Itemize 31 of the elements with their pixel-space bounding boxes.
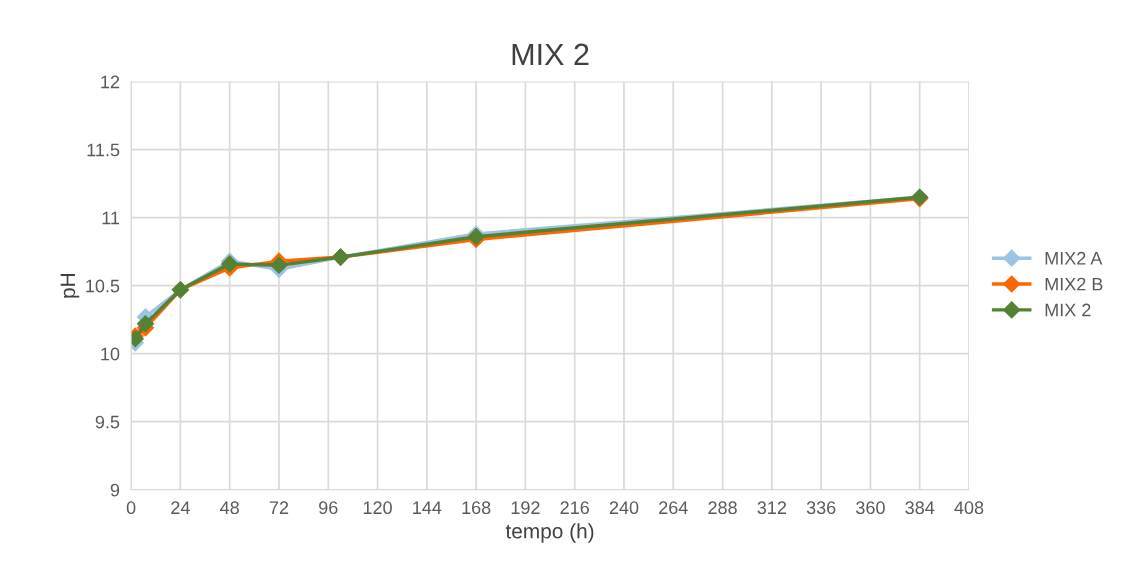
x-tick-label: 336 xyxy=(806,501,836,515)
x-tick-label: 312 xyxy=(757,501,786,515)
x-tick-label: 216 xyxy=(560,501,589,515)
x-tick-label: 48 xyxy=(220,501,239,515)
x-tick-label: 24 xyxy=(171,501,190,514)
y-tick-label: 9 xyxy=(110,483,120,497)
y-tick-label: 9.5 xyxy=(95,415,120,429)
x-axis-title: tempo (h) xyxy=(505,523,594,543)
legend-label: MIX2 B xyxy=(1045,277,1103,291)
y-tick-label: 12 xyxy=(101,75,120,89)
y-tick-label: 11.5 xyxy=(87,143,120,157)
x-tick-label: 240 xyxy=(609,501,639,515)
x-tick-label: 384 xyxy=(905,501,935,515)
x-tick-label: 408 xyxy=(954,501,984,515)
x-tick-label: 192 xyxy=(511,501,540,515)
x-tick-label: 72 xyxy=(269,501,289,514)
legend-label: MIX2 A xyxy=(1045,251,1103,265)
x-tick-label: 288 xyxy=(708,501,737,515)
x-tick-label: 144 xyxy=(413,501,442,514)
y-tick-label: 10.5 xyxy=(86,279,120,293)
y-tick-label: 10 xyxy=(101,347,120,361)
y-axis-title: pH xyxy=(60,274,80,298)
x-tick-label: 264 xyxy=(659,501,688,515)
chart-title: MIX 2 xyxy=(512,43,589,65)
x-tick-label: 120 xyxy=(363,501,392,515)
x-tick-label: 360 xyxy=(856,501,885,515)
x-tick-label: 96 xyxy=(319,501,338,515)
x-tick-label: 168 xyxy=(462,501,491,515)
x-tick-label: 0 xyxy=(126,501,136,515)
legend-label: MIX 2 xyxy=(1045,303,1091,317)
y-tick-label: 11 xyxy=(102,211,120,225)
